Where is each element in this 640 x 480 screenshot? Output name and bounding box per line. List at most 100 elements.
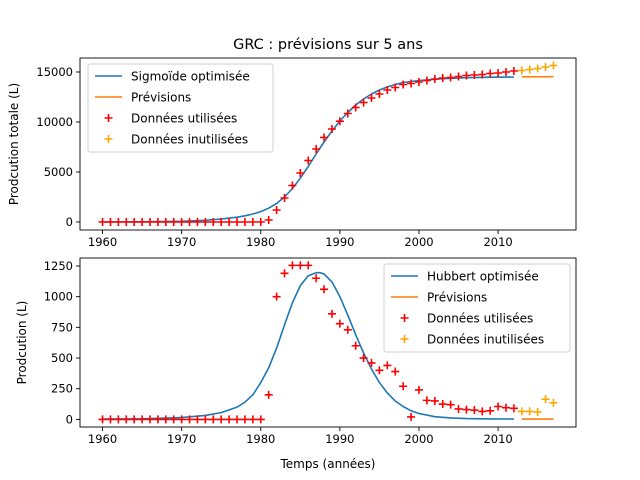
- x-tick-label: 1980: [246, 235, 275, 249]
- data-point-used: [225, 415, 234, 424]
- data-point-used: [375, 90, 384, 98]
- x-tick-label: 2000: [404, 235, 433, 249]
- y-tick-label: 15000: [36, 65, 73, 79]
- data-point-used: [240, 415, 249, 424]
- data-point-used: [201, 218, 210, 226]
- data-point-used: [169, 218, 178, 226]
- data-point-used: [256, 415, 265, 424]
- data-point-used: [177, 218, 186, 226]
- data-point-used: [233, 415, 242, 424]
- data-point-used: [304, 156, 313, 165]
- data-point-used: [470, 406, 479, 415]
- data-point-used: [217, 218, 226, 226]
- data-point-used: [296, 169, 305, 177]
- data-point-used: [414, 78, 423, 86]
- data-point-used: [225, 218, 234, 226]
- legend-marker-swatch: [400, 335, 409, 343]
- data-point-used: [422, 76, 431, 85]
- x-tick-label: 2000: [404, 432, 433, 446]
- data-point-used: [153, 415, 162, 424]
- data-point-used: [106, 218, 115, 226]
- data-point-used: [248, 415, 257, 424]
- data-point-used: [383, 86, 392, 94]
- x-tick-label: 1970: [167, 235, 196, 249]
- data-point-used: [122, 218, 131, 226]
- x-tick-label: 1990: [325, 235, 354, 249]
- legend-entry-label: Sigmoïde optimisée: [131, 70, 250, 84]
- data-point-unused: [533, 64, 542, 73]
- data-point-unused: [517, 66, 526, 75]
- data-point-used: [494, 402, 503, 411]
- data-point-used: [209, 218, 218, 226]
- data-point-used: [114, 415, 123, 424]
- data-point-used: [193, 218, 202, 226]
- data-point-used: [146, 218, 155, 226]
- data-point-used: [248, 218, 257, 226]
- y-tick-label: 10000: [36, 115, 73, 129]
- figure-title: GRC : prévisions sur 5 ans: [233, 37, 423, 53]
- data-point-used: [161, 415, 170, 424]
- data-point-used: [153, 218, 162, 226]
- data-point-unused: [517, 407, 526, 416]
- x-tick-label: 1960: [88, 235, 117, 249]
- data-point-used: [146, 415, 155, 424]
- data-point-used: [272, 206, 281, 214]
- data-point-used: [438, 400, 447, 409]
- data-point-used: [312, 274, 321, 283]
- legend-entry-label: Données inutilisées: [131, 133, 248, 147]
- y-tick-label: 5000: [44, 165, 73, 179]
- data-point-used: [217, 415, 226, 424]
- data-point-used: [280, 269, 289, 278]
- data-point-used: [351, 341, 360, 350]
- data-point-used: [177, 415, 186, 424]
- legend-box: [383, 263, 571, 353]
- y-tick-label: 0: [66, 412, 73, 426]
- data-point-used: [161, 218, 170, 226]
- data-point-used: [185, 415, 194, 424]
- data-point-used: [169, 415, 178, 424]
- data-point-used: [367, 94, 376, 102]
- legend-box: [87, 63, 274, 153]
- data-point-used: [399, 80, 408, 89]
- x-tick-label: 1980: [246, 432, 275, 446]
- data-point-used: [454, 72, 463, 81]
- bottom-chart-panel: 1960 1970 1980 1990 2000 2010 0 250 500 750 1000 12…: [15, 257, 577, 446]
- data-point-used: [335, 319, 344, 328]
- data-point-used: [501, 403, 510, 412]
- data-point-used: [209, 415, 218, 424]
- data-point-used: [98, 415, 107, 424]
- legend: Sigmoïde optimisée Prévisions Données util…: [87, 63, 274, 153]
- data-point-used: [501, 68, 510, 76]
- data-point-unused: [549, 398, 558, 407]
- data-point-used: [320, 285, 329, 294]
- data-point-used: [391, 367, 400, 376]
- legend-entry-label: Prévisions: [131, 91, 191, 105]
- data-point-used: [478, 407, 487, 416]
- data-point-used: [486, 69, 495, 78]
- data-point-used: [185, 218, 194, 226]
- y-tick-label: 250: [51, 382, 73, 396]
- data-point-used: [430, 75, 439, 83]
- legend-entry-label: Hubbert optimisée: [427, 270, 539, 284]
- data-point-used: [478, 70, 487, 79]
- data-point-used: [407, 412, 416, 421]
- data-point-used: [240, 218, 249, 226]
- data-point-used: [304, 261, 313, 270]
- data-point-used: [122, 415, 131, 424]
- top-chart-panel: 1960 1970 1980 1990 2000 2010 0 5000 10000 15000 P…: [7, 57, 577, 249]
- series-line-fit: [102, 271, 514, 420]
- data-point-unused: [533, 408, 542, 417]
- data-point-used: [193, 415, 202, 424]
- data-point-used: [256, 218, 265, 226]
- data-point-used: [296, 261, 305, 270]
- data-point-used: [327, 125, 336, 133]
- data-point-used: [367, 358, 376, 367]
- y-axis-label: Prodcution (L): [15, 301, 29, 385]
- data-point-unused: [541, 395, 550, 404]
- data-point-used: [470, 71, 479, 79]
- data-point-used: [351, 103, 360, 112]
- data-point-used: [343, 325, 352, 334]
- y-tick-label: 750: [51, 320, 73, 334]
- data-point-used: [272, 292, 281, 301]
